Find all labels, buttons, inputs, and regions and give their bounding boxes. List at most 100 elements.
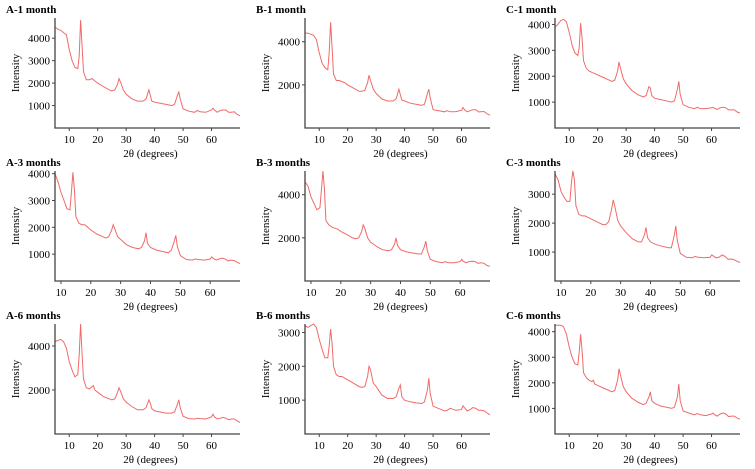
y-tick-label: 2000 [28,78,51,90]
panel-B-1: B-1 month 10 20 30 40 50 60 2000 4000 2θ (degrees… [256,4,491,160]
axes [304,324,490,435]
x-tick-label: 40 [649,440,661,452]
x-tick-label: 40 [149,440,161,452]
x-tick-label: 50 [178,134,190,146]
panel-C-6: C-6 months 10 20 30 40 50 60 1000 2000 3000 4000 2θ… [506,310,741,466]
x-axis-label: 2θ (degrees) [623,148,678,160]
x-tick-label: 30 [365,287,377,299]
x-tick-label: 30 [371,440,383,452]
y-tick-label: 3000 [28,56,51,68]
x-tick-label: 10 [314,134,326,146]
x-tick-label: 10 [555,287,567,299]
y-tick-label: 2000 [528,71,551,83]
panel-title: A-3 months [6,157,61,169]
panel-title: A-1 month [6,4,56,16]
x-tick-label: 50 [178,440,190,452]
axes [54,171,240,282]
axes [54,18,240,129]
x-tick-label: 60 [705,287,717,299]
y-tick-label: 1000 [528,97,551,109]
x-tick-label: 60 [706,134,718,146]
x-tick-label: 60 [205,287,217,299]
y-tick-label: 2000 [528,378,551,390]
y-tick-label: 1000 [278,395,301,407]
x-axis-label: 2θ (degrees) [623,301,678,313]
x-axis-label: 2θ (degrees) [123,454,178,466]
x-tick-label: 50 [675,287,687,299]
x-axis-label: 2θ (degrees) [373,301,428,313]
axes [304,18,490,129]
x-tick-label: 20 [342,134,354,146]
x-tick-label: 10 [314,440,326,452]
x-tick-label: 50 [175,287,187,299]
x-tick-label: 60 [206,134,218,146]
axes [54,324,240,435]
y-axis-label: Intensity [260,206,272,245]
x-tick-label: 30 [621,440,633,452]
y-tick-label: 4000 [28,33,51,45]
y-tick-label: 2000 [278,361,301,373]
xrd-curve [54,323,241,424]
y-tick-label: 2000 [528,218,551,230]
x-tick-label: 40 [145,287,157,299]
x-tick-label: 40 [645,287,657,299]
x-tick-label: 50 [428,134,440,146]
xrd-curve [305,22,491,116]
y-tick-label: 2000 [28,385,51,397]
y-tick-label: 3000 [528,189,551,201]
panel-title: B-1 month [256,4,306,16]
panel-C-1: C-1 month 10 20 30 40 50 60 1000 2000 3000 4000 2θ … [506,4,741,160]
y-tick-label: 4000 [278,190,301,202]
panel-title: A-6 months [6,310,61,322]
x-tick-label: 40 [395,287,407,299]
panel-A-1: A-1 month 10 20 30 40 50 60 1000 2000 3000 4000 2θ … [6,4,241,160]
x-tick-label: 60 [706,440,718,452]
y-tick-label: 3000 [528,45,551,57]
y-tick-label: 1000 [28,249,51,261]
x-tick-label: 30 [615,287,627,299]
y-tick-label: 4000 [528,19,551,31]
x-tick-label: 20 [85,287,97,299]
x-tick-label: 30 [371,134,383,146]
y-axis-label: Intensity [510,359,522,398]
y-tick-label: 3000 [278,327,301,339]
x-tick-label: 40 [149,134,161,146]
xrd-curve [304,170,491,267]
x-tick-label: 60 [206,440,218,452]
panel-C-3: C-3 months 10 20 30 40 50 60 1000 2000 3000 2θ (de… [506,157,741,313]
y-axis-label: Intensity [260,53,272,92]
y-axis-label: Intensity [10,53,22,92]
y-tick-label: 2000 [28,222,51,234]
panel-title: C-6 months [506,310,561,322]
x-tick-label: 20 [92,134,104,146]
axes [554,18,740,129]
y-tick-label: 2000 [278,233,301,245]
x-tick-label: 20 [92,440,104,452]
x-tick-label: 40 [649,134,661,146]
xrd-curve [555,324,741,420]
x-tick-label: 50 [425,287,437,299]
y-tick-label: 4000 [28,341,51,353]
y-axis-label: Intensity [10,359,22,398]
x-axis-label: 2θ (degrees) [123,301,178,313]
panel-title: C-1 month [506,4,556,16]
panel-title: C-3 months [506,157,561,169]
x-tick-label: 10 [64,134,76,146]
xrd-curve [54,20,241,117]
y-tick-label: 1000 [528,247,551,259]
axes [304,171,490,282]
x-tick-label: 50 [428,440,440,452]
panel-A-6: A-6 months 10 20 30 40 50 60 2000 4000 2θ (degree… [6,310,241,466]
y-tick-label: 4000 [28,169,51,181]
x-tick-label: 30 [121,134,133,146]
x-axis-label: 2θ (degrees) [373,454,428,466]
x-axis-label: 2θ (degrees) [623,454,678,466]
panel-B-3: B-3 months 10 20 30 40 50 60 2000 4000 2θ (degree… [256,157,491,313]
xrd-curve [304,323,491,416]
y-tick-label: 1000 [528,403,551,415]
xrd-curve [554,18,741,114]
x-tick-label: 10 [55,287,67,299]
x-tick-label: 20 [335,287,347,299]
panel-title: B-3 months [256,157,311,169]
x-tick-label: 40 [399,440,411,452]
